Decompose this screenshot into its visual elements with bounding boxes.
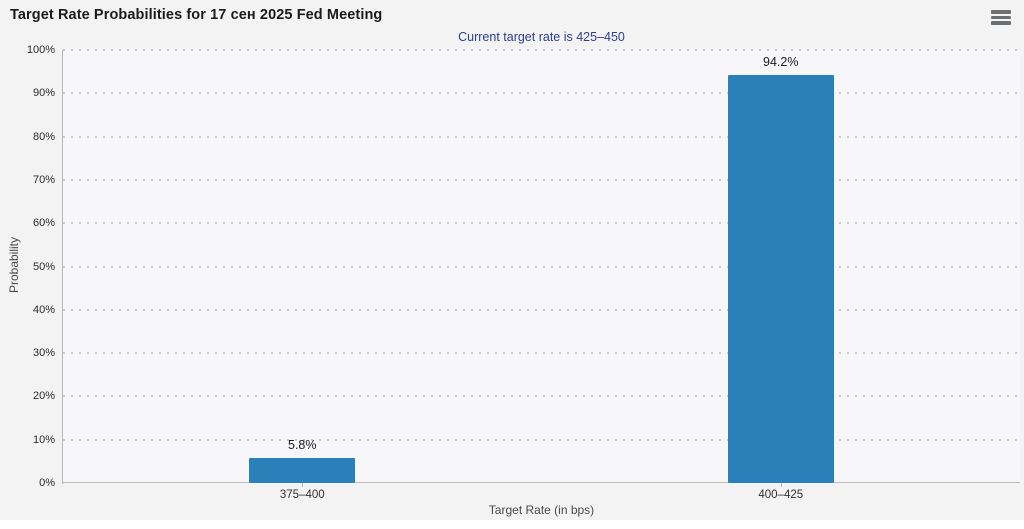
gridline-70pct [63,178,1020,181]
bar-value-label: 5.8% [288,437,317,452]
menu-bar [991,21,1011,25]
y-tick-label: 50% [32,260,55,273]
y-tick-label: 0% [39,477,55,489]
y-tick-label: 90% [32,87,55,100]
gridline-30pct [63,352,1020,355]
y-tick-label: 70% [32,173,55,186]
bar-375-400[interactable] [249,457,356,483]
x-axis-baseline [63,482,1020,483]
chart-subtitle: Current target rate is 425–450 [458,30,625,44]
gridline-40pct [63,308,1020,311]
y-tick-label: 40% [32,303,55,316]
y-axis-line [62,50,63,484]
hamburger-menu-icon[interactable] [991,10,1013,28]
y-tick-label: 60% [32,217,55,230]
gridline-80pct [63,135,1020,138]
x-tick-label: 375–400 [279,489,325,501]
plot-area: 0% 10% 20% 30% 40% 50% 60% 70% 80% 90% 100% 5.8% 375… [27,44,1020,501]
gridline-10pct [63,438,1020,441]
x-axis-title: Target Rate (in bps) [488,503,595,517]
menu-bar [991,15,1011,19]
bar-400-425[interactable] [727,75,834,483]
x-tick-mark [780,483,782,487]
gridline-20pct [63,395,1020,398]
x-tick-label: 400–425 [758,489,804,501]
gridline-90pct [63,92,1020,95]
bottom-page-strip [0,520,1024,529]
gridline-100pct [63,49,1020,51]
x-tick-mark [302,483,304,487]
menu-bar [991,10,1011,14]
y-tick-label: 20% [32,390,55,403]
y-tick-label: 30% [32,347,55,360]
bar-value-label: 94.2% [763,55,799,70]
gridline-50pct [63,265,1020,268]
y-tick-label: 10% [32,433,55,446]
gridline-60pct [63,222,1020,225]
y-tick-label: 80% [32,130,55,143]
chart-title: Target Rate Probabilities for 17 сен 202… [10,7,383,23]
y-tick-label: 100% [26,44,55,56]
y-axis-title: Probability [7,236,21,294]
